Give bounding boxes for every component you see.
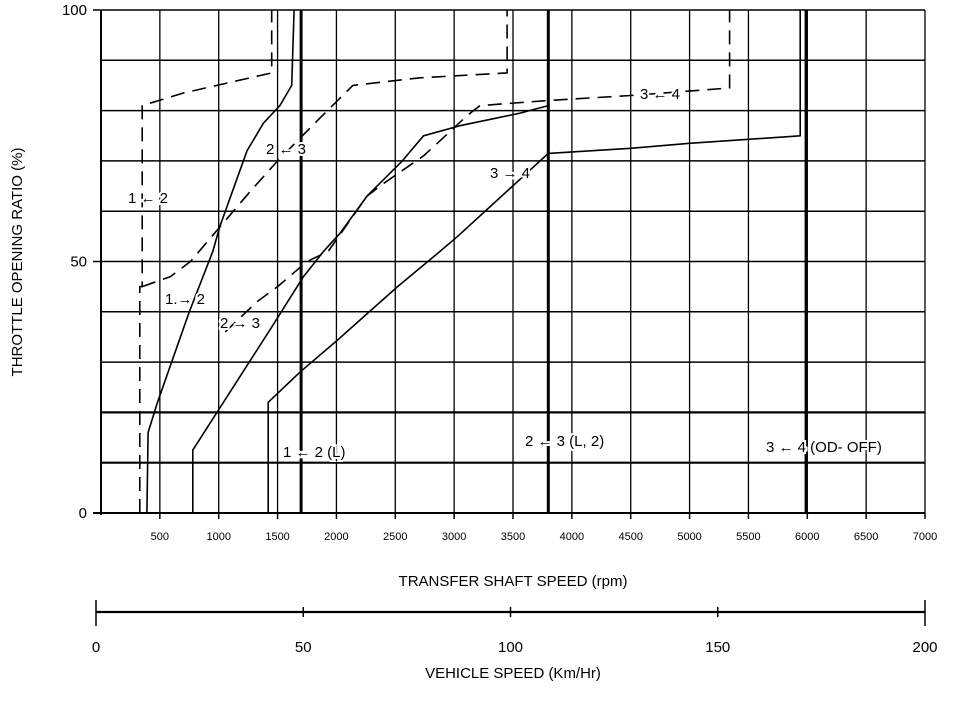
- y-axis-title: THROTTLE OPENING RATIO (%): [9, 148, 26, 377]
- x-tick-label: 1000: [206, 531, 230, 543]
- x-tick-label: 5000: [677, 531, 701, 543]
- vehicle-speed-tick-label: 150: [705, 639, 730, 656]
- x-tick-label: 4500: [618, 531, 642, 543]
- x-tick-label: 5500: [736, 531, 760, 543]
- vehicle-speed-tick-label: 200: [912, 639, 937, 656]
- x-tick-label: 2000: [324, 531, 348, 543]
- x-tick-label: 500: [151, 531, 169, 543]
- y-tick-label: 100: [62, 2, 87, 19]
- vehicle-speed-tick-label: 50: [295, 639, 312, 656]
- x-axis-title: TRANSFER SHAFT SPEED (rpm): [399, 573, 628, 590]
- shift-line-label: 1 ← 2 (L): [283, 444, 346, 461]
- series-dashed-line: [224, 10, 731, 333]
- shift-line-label: 2 ← 3 (L, 2): [525, 433, 604, 450]
- shift-line-label: 2 ← 3: [266, 141, 306, 158]
- vehicle-speed-tick-label: 100: [498, 639, 523, 656]
- y-tick-label: 50: [70, 254, 87, 271]
- shift-line-label: 1 ← 2: [128, 190, 168, 207]
- shift-line-label: 1.→ 2: [165, 291, 205, 308]
- series-dashed-line: [141, 10, 508, 288]
- shift-line-label: 3 → 4: [490, 165, 530, 182]
- y-tick-label: 0: [79, 505, 87, 522]
- series-lines: [139, 9, 808, 514]
- x-tick-label: 3000: [442, 531, 466, 543]
- vehicle-speed-tick-label: 0: [92, 639, 100, 656]
- annotations: 1 ← 2 2 ← 3 1.→ 2 2 → 3 3 → 4 3 ← 4 1 ← 2 (L) 2…: [126, 84, 884, 463]
- x-tick-label: 6000: [795, 531, 819, 543]
- shift-line-label: 3 ← 4: [640, 86, 680, 103]
- x-tick-label: 3500: [501, 531, 525, 543]
- axes: 500 1000 1500 2000 2500 3000 3500 4000 4500 5000 5…: [62, 2, 938, 656]
- x-tick-label: 1500: [265, 531, 289, 543]
- x-tick-label: 7000: [913, 531, 937, 543]
- shift-line-label: 2 → 3: [220, 315, 260, 332]
- x-tick-label: 2500: [383, 531, 407, 543]
- x-tick-label: 4000: [560, 531, 584, 543]
- series-dashed-line: [139, 10, 273, 513]
- x-tick-label: 6500: [854, 531, 878, 543]
- grid: [101, 9, 926, 513]
- shift-line-label: 3 ← 4 (OD- OFF): [766, 439, 882, 456]
- secondary-axis-title: VEHICLE SPEED (Km/Hr): [425, 665, 601, 682]
